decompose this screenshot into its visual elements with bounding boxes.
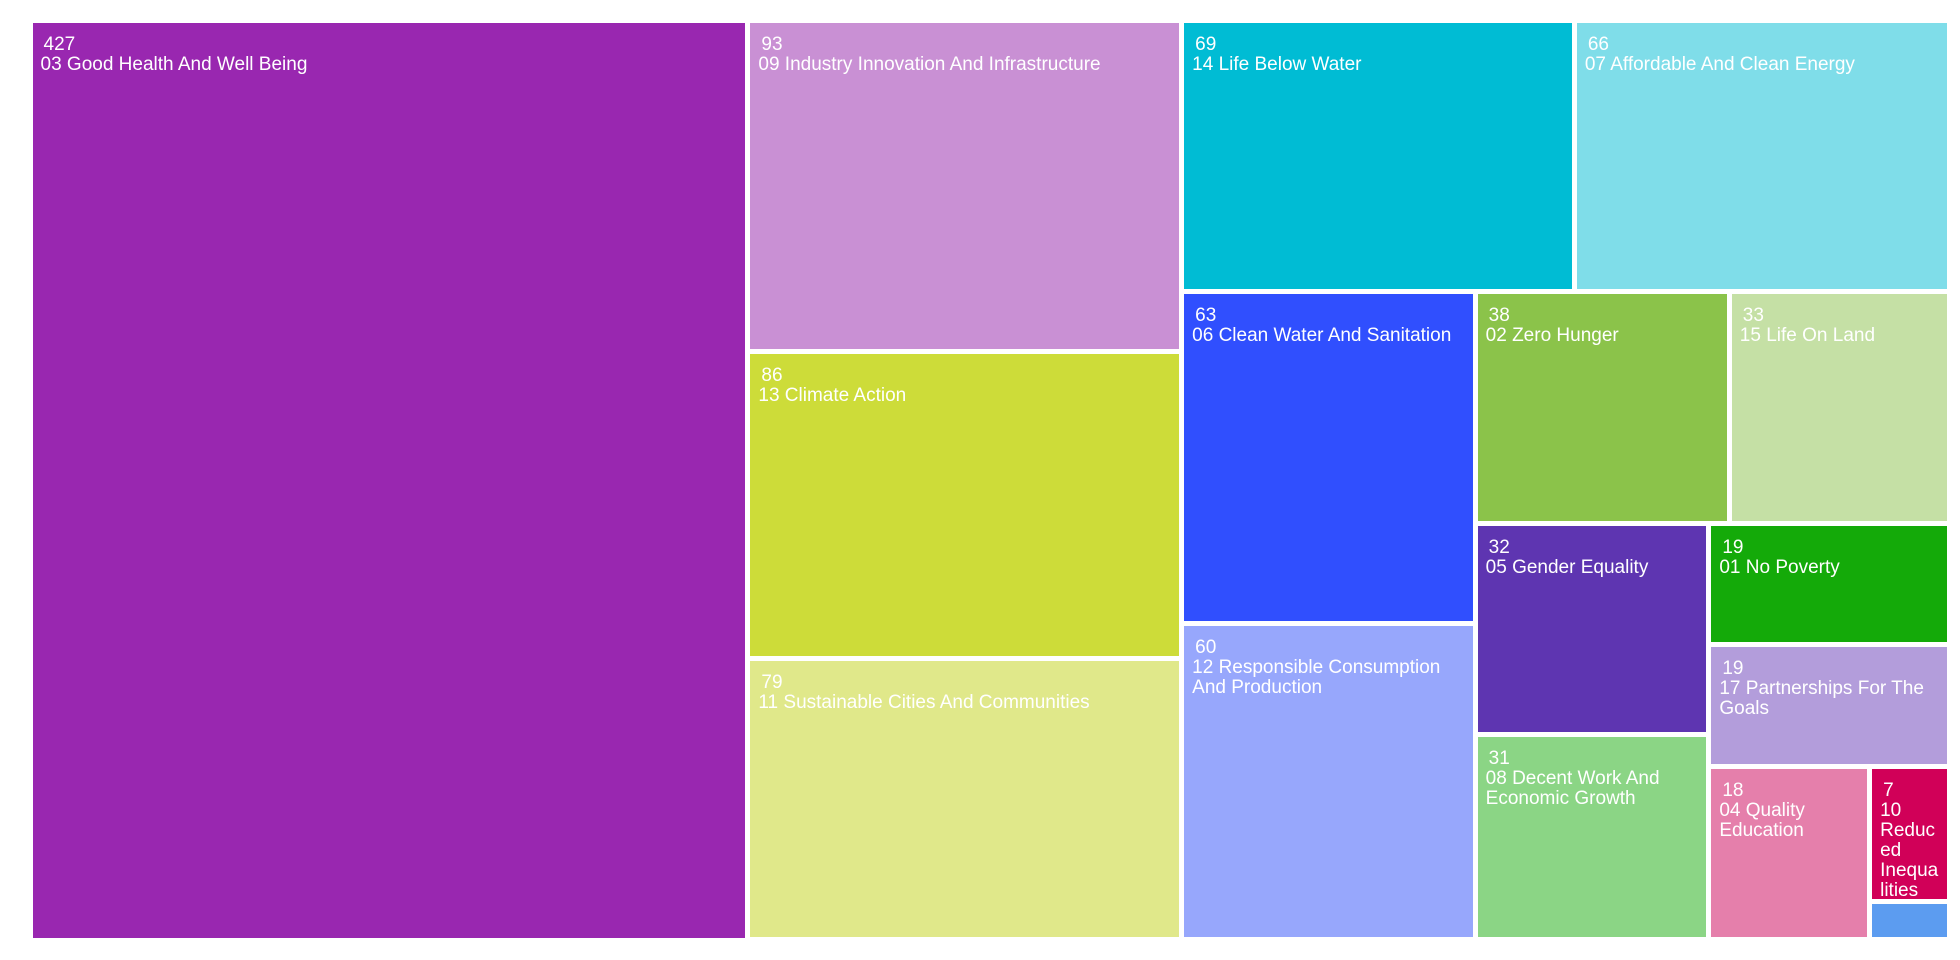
- tile-value: 93: [761, 33, 783, 55]
- tile-value: 19: [1722, 658, 1744, 680]
- tile-label: 04 Quality Education: [1719, 800, 1805, 842]
- tile-label: 07 Affordable And Clean Energy: [1584, 53, 1855, 75]
- tile: [1872, 904, 1948, 938]
- tile: 69 14 Life Below Water: [1184, 22, 1572, 290]
- tile-value: 69: [1195, 33, 1217, 55]
- tile: 66 07 Affordable And Clean Energy: [1576, 22, 1948, 290]
- tile-value: 60: [1195, 637, 1217, 659]
- tile-value: 19: [1722, 536, 1744, 558]
- tile: 33 15 Life On Land: [1731, 294, 1948, 521]
- tile: 60 12 Responsible Consumption And Product…: [1184, 626, 1473, 938]
- tile-label: 02 Zero Hunger: [1485, 325, 1619, 347]
- tile: 86 13 Climate Action: [750, 354, 1180, 656]
- tile: 19 17 Partnerships For The Goals: [1711, 647, 1948, 765]
- tile: 7 10 Reduced Inequalities: [1872, 769, 1948, 899]
- tile-label: 15 Life On Land: [1739, 325, 1876, 347]
- tile: 32 05 Gender Equality: [1477, 525, 1707, 733]
- tile-label: 09 Industry Innovation And Infrastructur…: [758, 53, 1101, 75]
- tile-label: 12 Responsible Consumption And Productio…: [1192, 657, 1441, 699]
- tile: 63 06 Clean Water And Sanitation: [1184, 294, 1473, 622]
- tile: 18 04 Quality Education: [1711, 769, 1868, 938]
- tile-value: 32: [1488, 536, 1510, 558]
- tile: 93 09 Industry Innovation And Infrastruct…: [750, 22, 1180, 350]
- tile-label: 10 Reduced Inequalities: [1880, 800, 1939, 899]
- tile: 19 01 No Poverty: [1711, 525, 1948, 643]
- tile-value: 18: [1722, 780, 1744, 802]
- tile-value: 427: [43, 33, 76, 55]
- tile-value: 63: [1195, 305, 1217, 327]
- tile-label: 06 Clean Water And Sanitation: [1192, 325, 1452, 347]
- tile-value: 66: [1587, 33, 1609, 55]
- tile-label: 14 Life Below Water: [1192, 53, 1362, 75]
- tile-label: 11 Sustainable Cities And Communities: [758, 691, 1090, 713]
- tile-value: 79: [761, 671, 783, 693]
- tile-label: 13 Climate Action: [758, 385, 907, 407]
- tile-value: 7: [1883, 780, 1894, 802]
- tile-label: 08 Decent Work And Economic Growth: [1485, 768, 1660, 810]
- tile-value: 33: [1742, 305, 1764, 327]
- tile-label: 03 Good Health And Well Being: [40, 53, 308, 75]
- tile-value: 86: [761, 365, 783, 387]
- tile-label: 01 No Poverty: [1719, 556, 1840, 578]
- tile-value: 31: [1488, 748, 1510, 770]
- tile: 79 11 Sustainable Cities And Communities: [750, 660, 1180, 938]
- tile-label: 17 Partnerships For The Goals: [1719, 678, 1924, 720]
- tile: 427 03 Good Health And Well Being: [32, 22, 746, 938]
- tile: 31 08 Decent Work And Economic Growth: [1477, 737, 1707, 938]
- tile: 38 02 Zero Hunger: [1477, 294, 1727, 521]
- tile-value: 38: [1488, 305, 1510, 327]
- tile-label: 05 Gender Equality: [1485, 556, 1649, 578]
